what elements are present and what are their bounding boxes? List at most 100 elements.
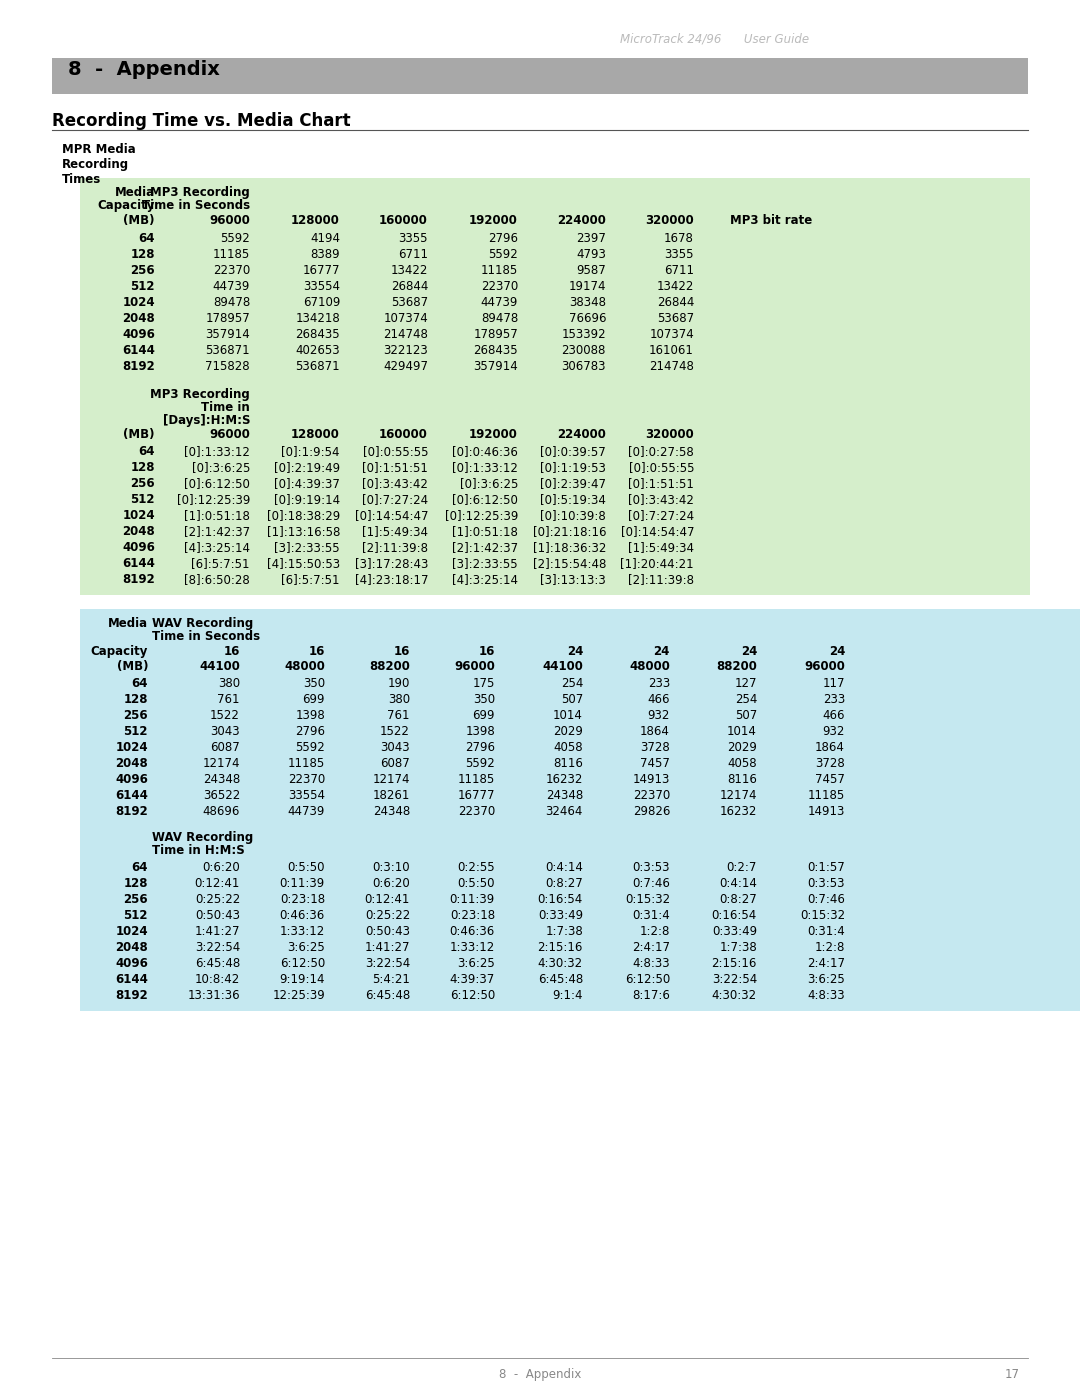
Text: Time in Seconds: Time in Seconds (141, 198, 249, 212)
Text: [2]:11:39:8: [2]:11:39:8 (627, 573, 694, 585)
Text: 33554: 33554 (288, 789, 325, 802)
Text: 6:45:48: 6:45:48 (538, 972, 583, 986)
Text: [2]:15:54:48: [2]:15:54:48 (532, 557, 606, 570)
Text: 507: 507 (561, 693, 583, 705)
Text: 0:7:46: 0:7:46 (807, 893, 845, 907)
Text: [3]:13:13:3: [3]:13:13:3 (540, 573, 606, 585)
Text: 2:4:17: 2:4:17 (632, 942, 670, 954)
Text: 48000: 48000 (630, 659, 670, 673)
Text: 1024: 1024 (116, 925, 148, 937)
Text: 161061: 161061 (649, 344, 694, 358)
Text: 11185: 11185 (481, 264, 518, 277)
Text: 12174: 12174 (373, 773, 410, 787)
Text: 16777: 16777 (458, 789, 495, 802)
Text: 32464: 32464 (545, 805, 583, 819)
Text: 192000: 192000 (469, 214, 518, 226)
Text: 175: 175 (473, 678, 495, 690)
Text: [6]:5:7:51: [6]:5:7:51 (191, 557, 249, 570)
Text: 2029: 2029 (727, 740, 757, 754)
Text: 53687: 53687 (391, 296, 428, 309)
Text: 1:33:12: 1:33:12 (280, 925, 325, 937)
Text: 1398: 1398 (465, 725, 495, 738)
Text: 0:50:43: 0:50:43 (195, 909, 240, 922)
Text: [0]:0:27:58: [0]:0:27:58 (629, 446, 694, 458)
Text: 350: 350 (302, 678, 325, 690)
Text: WAV Recording: WAV Recording (152, 617, 253, 630)
Text: 4096: 4096 (122, 541, 156, 555)
Text: 761: 761 (217, 693, 240, 705)
Text: 4096: 4096 (116, 773, 148, 787)
Text: 715828: 715828 (205, 360, 249, 373)
Text: Time in: Time in (201, 401, 249, 414)
Text: 12174: 12174 (203, 757, 240, 770)
Text: 6144: 6144 (116, 789, 148, 802)
Text: 7457: 7457 (640, 757, 670, 770)
Text: 128: 128 (123, 693, 148, 705)
Text: 24348: 24348 (545, 789, 583, 802)
Text: 0:46:36: 0:46:36 (280, 909, 325, 922)
Text: 8192: 8192 (122, 573, 156, 585)
Text: 268435: 268435 (473, 344, 518, 358)
Text: 3043: 3043 (211, 725, 240, 738)
Text: 2029: 2029 (553, 725, 583, 738)
Text: 0:6:20: 0:6:20 (373, 877, 410, 890)
Text: 13:31:36: 13:31:36 (187, 989, 240, 1002)
Text: Media: Media (108, 617, 148, 630)
Text: 89478: 89478 (213, 296, 249, 309)
Text: (MB): (MB) (123, 427, 156, 441)
Text: 44100: 44100 (199, 659, 240, 673)
Text: 0:25:22: 0:25:22 (194, 893, 240, 907)
Text: [0]:14:54:47: [0]:14:54:47 (621, 525, 694, 538)
Text: 699: 699 (302, 693, 325, 705)
Text: 0:16:54: 0:16:54 (538, 893, 583, 907)
Text: 1024: 1024 (116, 740, 148, 754)
Text: 96000: 96000 (210, 214, 249, 226)
Text: MP3 Recording: MP3 Recording (150, 186, 249, 198)
Text: [0]:0:55:55: [0]:0:55:55 (629, 461, 694, 474)
Text: 134218: 134218 (295, 312, 340, 326)
Text: 128000: 128000 (292, 427, 340, 441)
Text: 224000: 224000 (557, 427, 606, 441)
Text: 17: 17 (1005, 1368, 1020, 1382)
Text: 1522: 1522 (380, 725, 410, 738)
Text: [0]:1:33:12: [0]:1:33:12 (184, 446, 249, 458)
Text: 4194: 4194 (310, 232, 340, 244)
Text: 268435: 268435 (295, 328, 340, 341)
Text: 0:8:27: 0:8:27 (545, 877, 583, 890)
Text: 0:3:53: 0:3:53 (633, 861, 670, 875)
Text: 4:30:32: 4:30:32 (712, 989, 757, 1002)
Text: 0:11:39: 0:11:39 (280, 877, 325, 890)
Text: 1:33:12: 1:33:12 (449, 942, 495, 954)
Text: 6:12:50: 6:12:50 (449, 989, 495, 1002)
Text: 127: 127 (734, 678, 757, 690)
Text: 3:22:54: 3:22:54 (712, 972, 757, 986)
Text: [0]:21:18:16: [0]:21:18:16 (532, 525, 606, 538)
Text: [0]:3:6:25: [0]:3:6:25 (191, 461, 249, 474)
Text: 6:12:50: 6:12:50 (280, 957, 325, 970)
Text: 761: 761 (388, 710, 410, 722)
Text: Time in H:M:S: Time in H:M:S (152, 844, 245, 856)
Text: 8192: 8192 (116, 989, 148, 1002)
Text: 1024: 1024 (122, 509, 156, 522)
Text: 16: 16 (478, 645, 495, 658)
Text: 64: 64 (138, 446, 156, 458)
Text: [0]:1:51:51: [0]:1:51:51 (629, 476, 694, 490)
Text: [3]:17:28:43: [3]:17:28:43 (354, 557, 428, 570)
Text: 24348: 24348 (373, 805, 410, 819)
Text: Media: Media (114, 186, 156, 198)
Text: 1014: 1014 (553, 710, 583, 722)
Text: [4]:23:18:17: [4]:23:18:17 (354, 573, 428, 585)
Text: [0]:6:12:50: [0]:6:12:50 (453, 493, 518, 506)
Text: 0:25:22: 0:25:22 (365, 909, 410, 922)
Text: 233: 233 (648, 678, 670, 690)
Text: 1:2:8: 1:2:8 (639, 925, 670, 937)
Text: [1]:20:44:21: [1]:20:44:21 (620, 557, 694, 570)
Text: 1522: 1522 (211, 710, 240, 722)
Text: 192000: 192000 (469, 427, 518, 441)
Text: (MB): (MB) (117, 659, 148, 673)
Text: [Days]:H:M:S: [Days]:H:M:S (162, 414, 249, 427)
Text: 3043: 3043 (380, 740, 410, 754)
Text: 89478: 89478 (481, 312, 518, 326)
Text: [6]:5:7:51: [6]:5:7:51 (282, 573, 340, 585)
Text: 5592: 5592 (295, 740, 325, 754)
